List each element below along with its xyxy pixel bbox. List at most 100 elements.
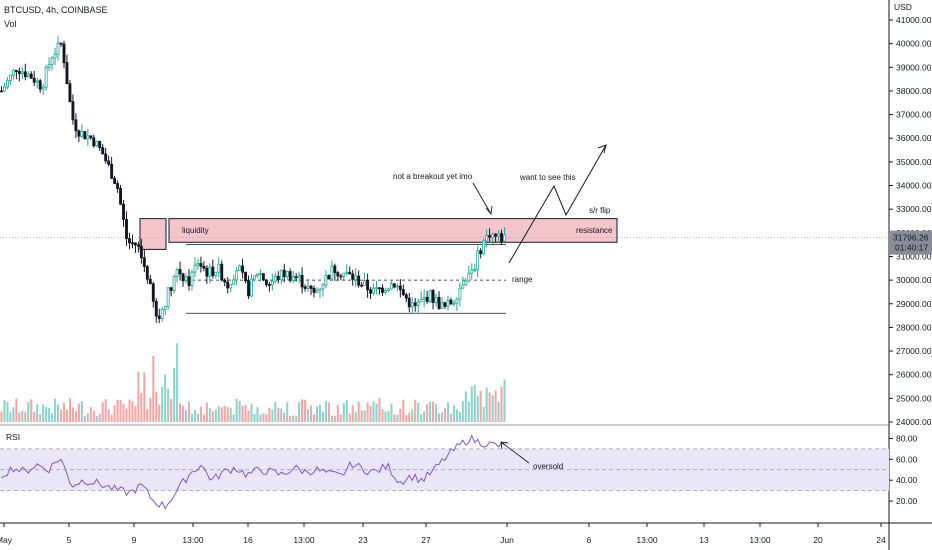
candle-body [139, 245, 143, 259]
candle-body [321, 284, 325, 290]
volume-bar [137, 371, 140, 422]
countdown-label: 01:40:17 [895, 243, 928, 253]
volume-bar [423, 411, 426, 422]
volume-bar [363, 410, 366, 422]
candle-body [470, 269, 474, 274]
candle-body [449, 299, 453, 305]
candle-body [229, 283, 233, 289]
volume-bar [476, 396, 479, 422]
candle-body [485, 235, 489, 242]
rsi-tick-label: 40.00 [896, 475, 918, 485]
candle-body [473, 269, 477, 271]
candle-body [205, 267, 209, 277]
volume-bar [372, 401, 375, 422]
candle-body [247, 280, 250, 297]
volume-bar [440, 412, 444, 422]
candle-body [357, 275, 361, 286]
volume-bar [176, 343, 179, 422]
time-tick-label: 13:00 [749, 535, 771, 545]
volume-bar [452, 405, 455, 422]
volume-bar [220, 407, 223, 422]
price-tick-label: 28000.00 [896, 322, 932, 332]
volume-bar [51, 413, 54, 422]
candle-body [467, 272, 471, 282]
candle-body [425, 296, 429, 302]
candle-body [458, 287, 462, 300]
volume-bar [208, 408, 211, 422]
candlestick-series[interactable] [0, 35, 506, 324]
candle-body [184, 276, 188, 282]
candle-body [381, 287, 384, 293]
volume-bar [24, 411, 27, 422]
volume-bar [134, 406, 137, 422]
candle-body [220, 263, 224, 281]
candle-body [77, 130, 81, 137]
volume-bar [396, 414, 399, 422]
candle-body [327, 275, 331, 280]
volume-bar [27, 402, 30, 422]
volume-bar [217, 406, 220, 422]
volume-bar [229, 407, 232, 422]
time-tick-label: 13 [699, 535, 709, 545]
liquidity-label: liquidity [182, 226, 209, 235]
volume-bar [196, 413, 199, 422]
candle-body [175, 269, 179, 278]
volume-bar [411, 409, 414, 422]
candle-body [330, 265, 334, 280]
candle-body [35, 80, 39, 83]
candle-body [235, 270, 239, 281]
candle-body [384, 290, 387, 293]
candle-body [413, 302, 417, 306]
candle-body [261, 273, 265, 281]
candle-body [273, 275, 277, 282]
volume-bar [360, 410, 363, 422]
candle-body [291, 276, 295, 281]
current-price-label: 31796.26 [893, 233, 929, 243]
candle-body [500, 233, 503, 242]
candle-body [297, 274, 301, 278]
volume-bar [420, 414, 423, 422]
volume-bar [429, 401, 432, 422]
volume-bar [497, 401, 500, 422]
volume-bar [309, 405, 313, 422]
candle-body [17, 71, 21, 74]
volume-bar [321, 411, 324, 422]
volume-bar [289, 415, 292, 422]
volume-bar [89, 407, 92, 422]
candle-body [488, 235, 492, 238]
candle-body [3, 86, 6, 92]
volume-bar [301, 399, 304, 422]
candle-body [434, 296, 438, 303]
candle-body [136, 244, 140, 247]
candle-body [14, 69, 18, 72]
volume-bar [101, 402, 104, 422]
price-axis-ticks: USD 41000.00 40000.00 39000.00 38000.00 37000… [889, 2, 932, 427]
candle-body [267, 284, 271, 286]
candle-body [26, 73, 30, 78]
volume-bar [77, 403, 80, 422]
volume-bar [339, 414, 342, 422]
rsi-pane: RSI 80.00 60.00 40.00 20.00 [0, 432, 918, 510]
candle-body [241, 265, 245, 273]
candle-body [244, 271, 248, 282]
candle-body [199, 263, 203, 267]
candle-body [258, 273, 262, 276]
volume-bar [6, 401, 9, 422]
volume-bar [193, 409, 197, 422]
volume-bar [33, 411, 36, 422]
candle-body [92, 137, 96, 147]
volume-bar [59, 409, 63, 422]
time-tick-label: May [0, 535, 13, 545]
candle-body [300, 274, 304, 288]
candle-body [461, 284, 465, 289]
annotations: liquidity resistance s/r flip range not a br… [182, 144, 613, 471]
volume-bar [113, 405, 116, 422]
volume-label: Vol [4, 19, 17, 29]
price-tick-label: 39000.00 [896, 62, 932, 72]
volume-bar [402, 399, 405, 422]
volume-bar [494, 390, 497, 422]
candle-body [443, 302, 447, 307]
candle-body [98, 141, 102, 148]
candle-body [270, 280, 274, 286]
